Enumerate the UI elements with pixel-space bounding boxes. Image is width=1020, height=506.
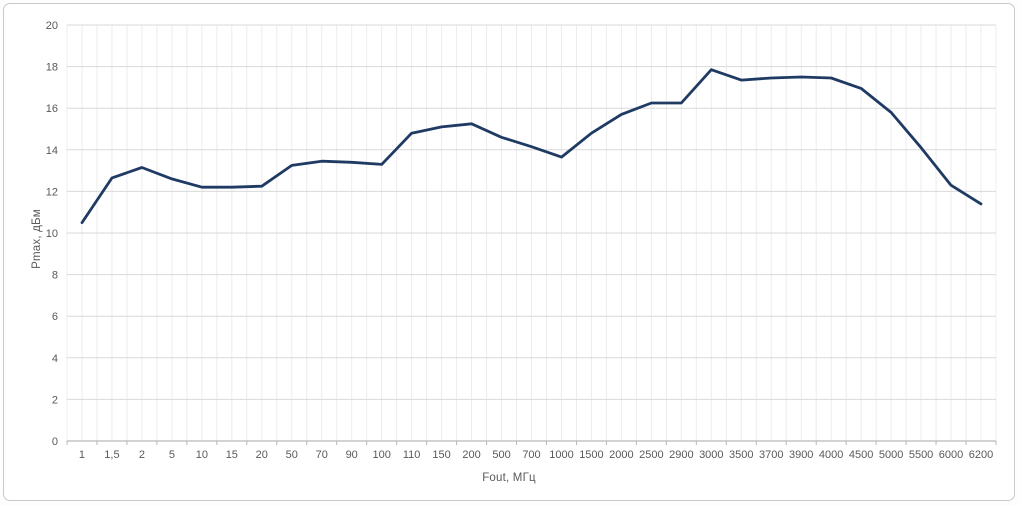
x-tick-label: 6000 — [939, 449, 963, 461]
x-tick-label: 4500 — [849, 449, 873, 461]
y-tick-label: 10 — [46, 228, 58, 240]
y-tick-label: 8 — [52, 270, 58, 282]
x-tick-label: 2 — [139, 449, 145, 461]
x-tick-label: 200 — [462, 449, 480, 461]
y-tick-label: 14 — [46, 145, 58, 157]
x-tick-label: 90 — [346, 449, 358, 461]
x-tick-label: 3500 — [729, 449, 753, 461]
y-tick-label: 12 — [46, 186, 58, 198]
x-tick-label: 3000 — [699, 449, 723, 461]
x-tick-label: 700 — [522, 449, 540, 461]
y-tick-label: 18 — [46, 62, 58, 74]
y-tick-label: 20 — [46, 20, 58, 32]
x-tick-label: 110 — [403, 449, 421, 461]
chart-frame: 0 2 4 6 8 10 12 14 16 18 20 1 1,5 2 5 10 15 20 50 70 90 100 11… — [3, 3, 1015, 501]
y-tick-label: 6 — [52, 311, 58, 323]
x-tick-label: 4000 — [819, 449, 843, 461]
x-tick-label: 3900 — [789, 449, 813, 461]
x-tick-label: 2000 — [609, 449, 633, 461]
x-tick-label: 1 — [79, 449, 85, 461]
x-tick-label: 20 — [256, 449, 268, 461]
x-tick-label: 70 — [316, 449, 328, 461]
y-tick-label: 4 — [52, 353, 58, 365]
x-tick-label: 2500 — [639, 449, 663, 461]
x-tick-label: 5000 — [879, 449, 903, 461]
x-tick-label: 1,5 — [104, 449, 119, 461]
y-tick-label: 0 — [52, 436, 58, 448]
x-tick-label: 15 — [226, 449, 238, 461]
x-tick-label: 10 — [196, 449, 208, 461]
x-tick-label: 150 — [432, 449, 450, 461]
x-tick-label: 5 — [169, 449, 175, 461]
x-tick-label: 100 — [372, 449, 390, 461]
x-tick-label: 1000 — [549, 449, 573, 461]
x-tick-label: 2900 — [669, 449, 693, 461]
y-tick-label: 2 — [52, 394, 58, 406]
x-tick-label: 1500 — [579, 449, 603, 461]
x-tick-label: 6200 — [969, 449, 993, 461]
y-tick-label: 16 — [46, 103, 58, 115]
x-tick-label: 50 — [286, 449, 298, 461]
line-chart-canvas: 0 2 4 6 8 10 12 14 16 18 20 1 1,5 2 5 10 15 20 50 70 90 100 11… — [46, 20, 997, 461]
x-tick-label: 500 — [492, 449, 510, 461]
x-tick-label: 3700 — [759, 449, 783, 461]
data-line-pmax — [80, 68, 983, 225]
x-tick-label: 5500 — [909, 449, 933, 461]
